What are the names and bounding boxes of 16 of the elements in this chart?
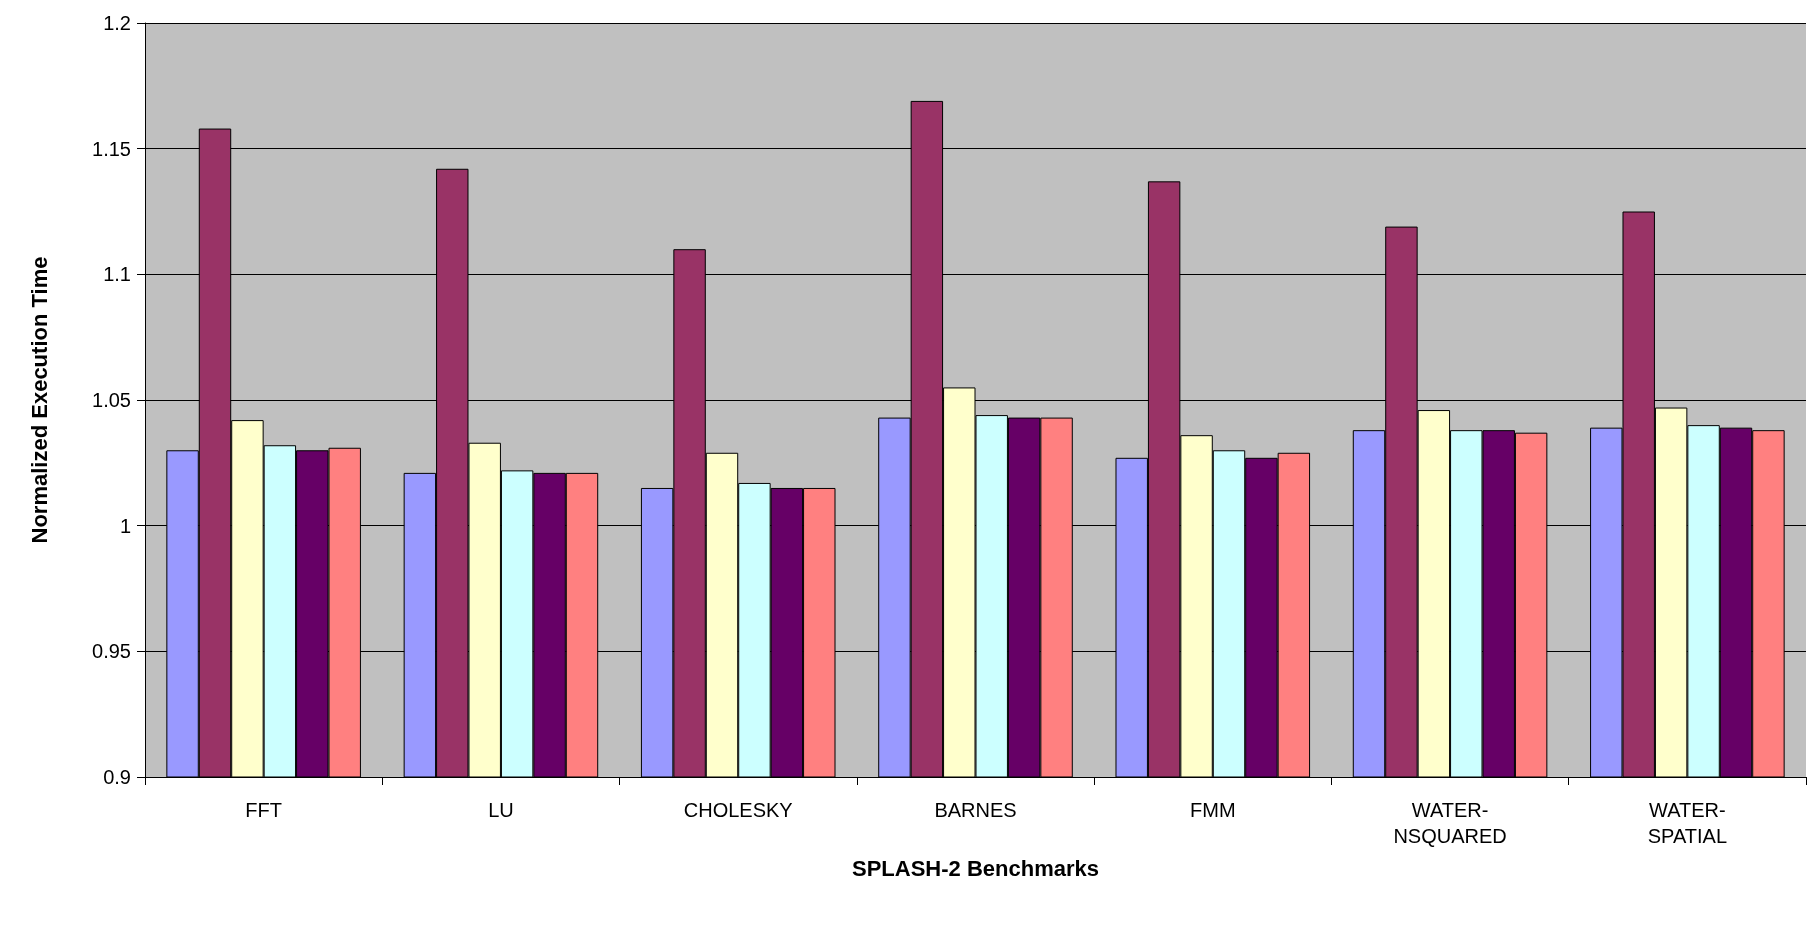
x-tick-label: LU: [488, 799, 514, 821]
y-tick-label: 1.15: [92, 137, 131, 160]
x-tick-label: FMM: [1190, 799, 1236, 821]
x-tick-label: CHOLESKY: [683, 799, 793, 821]
y-tick-label: 0.9: [103, 766, 131, 788]
y-tick-label: 1.2: [103, 12, 131, 34]
y-tick-label: 1.05: [92, 389, 131, 411]
y-tick-label: 1.1: [103, 263, 131, 286]
x-axis-title: SPLASH-2 Benchmarks: [852, 855, 1099, 881]
x-tick-label: WATER-SPATIAL: [1647, 799, 1728, 847]
x-tick-label: BARNES: [934, 799, 1017, 821]
y-axis-title: Normalized Execution Time: [26, 256, 52, 544]
y-tick-label: 0.95: [92, 640, 131, 663]
x-tick-label: WATER-NSQUARED: [1393, 799, 1507, 847]
x-tick-label: FFT: [245, 799, 282, 821]
y-tick-label: 1: [119, 514, 131, 537]
